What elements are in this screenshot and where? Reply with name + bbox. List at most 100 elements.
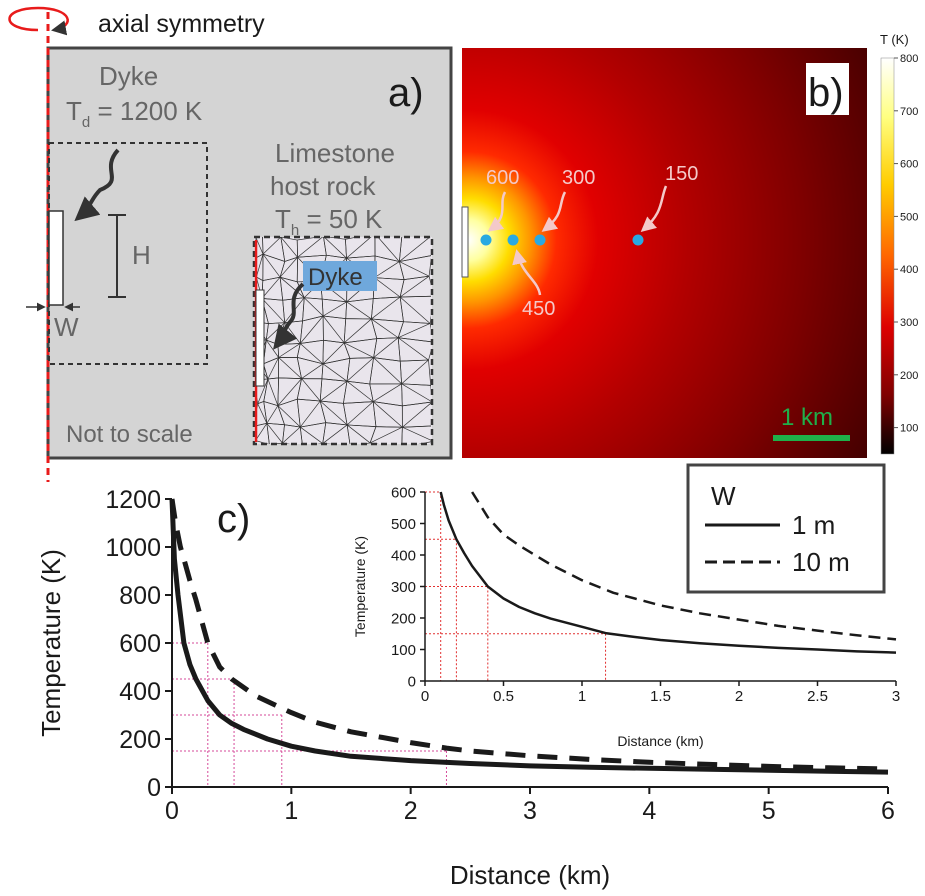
panel-c: c) 0 1 2 3 4 5 6020040060080010001200Distance … [36, 463, 900, 890]
mesh-edge [399, 237, 431, 262]
x-axis-label: Distance (km) [450, 860, 610, 890]
probe-point-450 [507, 234, 519, 246]
mesh-edge [322, 424, 348, 444]
scale-bar [773, 435, 850, 441]
mesh-inset: Dyke [252, 235, 434, 446]
panel-a-label: a) [388, 71, 424, 115]
legend: W 1 m 10 m [686, 463, 886, 594]
mesh-cell [322, 422, 351, 444]
mesh-edge [303, 297, 324, 317]
mesh-edge [397, 337, 429, 361]
colorbar-tick-label: 200 [900, 370, 918, 382]
mesh-cell [401, 425, 431, 444]
mesh-edge [371, 296, 401, 320]
mesh-edge [399, 261, 430, 277]
dyke-shape [48, 210, 64, 306]
mesh-edge [256, 254, 264, 278]
mesh-edge [401, 359, 429, 385]
colorbar-tick-label: 500 [900, 211, 918, 223]
colorbar-tick-label: 700 [900, 106, 918, 118]
mesh-cell [255, 422, 270, 444]
y-tick-label: 300 [391, 579, 416, 596]
y-axis-label: Temperature (K) [36, 549, 66, 737]
series-line-1m [439, 491, 897, 654]
series-line-1m [169, 498, 889, 775]
y-tick-label: 800 [119, 582, 161, 610]
dyke-title: Dyke [99, 61, 158, 91]
host-rock-title-line2: host rock [270, 171, 376, 201]
mesh-edge [299, 315, 324, 344]
mesh-edge [280, 237, 298, 258]
mesh-edge [299, 400, 321, 428]
mesh-edge [371, 318, 399, 339]
mesh-edge [372, 383, 402, 402]
mesh-cell [397, 321, 431, 343]
x-tick-label: 3 [523, 797, 537, 825]
y-tick-label: 0 [408, 673, 416, 690]
colorbar-tick-label: 800 [900, 53, 918, 65]
colorbar-ticks: 800 700 600 500 400 300 200 100 [894, 53, 918, 435]
colorbar-tick-label: 600 [900, 159, 918, 171]
x-tick-label: 2 [404, 797, 418, 825]
mesh-edge [266, 405, 279, 424]
y-tick-label: 1200 [105, 486, 161, 514]
mesh-edge [402, 426, 431, 441]
x-tick-label: 0.5 [493, 688, 514, 705]
legend-box [686, 463, 886, 594]
host-rock-temperature: Th = 50 K [275, 204, 383, 239]
x-tick-label: 5 [762, 797, 776, 825]
h-label: H [132, 240, 151, 270]
y-axis-label: Temperature (K) [352, 536, 368, 637]
probe-label-600: 600 [486, 167, 519, 189]
mesh-edge [301, 363, 324, 379]
mesh-edge [257, 378, 269, 404]
mesh-edge [402, 402, 431, 428]
x-tick-label: 1.5 [650, 688, 671, 705]
mesh-edge [346, 237, 372, 259]
mesh-edge [373, 357, 402, 385]
probe-arrow-150 [640, 185, 668, 232]
y-tick-label: 200 [119, 726, 161, 754]
probe-arrow-300 [541, 191, 567, 232]
mesh-edge [262, 253, 281, 278]
mesh-edge [322, 342, 345, 365]
probe-label-150: 150 [665, 163, 698, 185]
axial-symmetry-label: axial symmetry [98, 10, 265, 38]
colorbar-tick-label: 400 [900, 264, 918, 276]
mesh-edge [319, 380, 348, 402]
mesh-cell [398, 237, 431, 263]
mesh-edge [267, 378, 279, 406]
mesh-edge [399, 296, 431, 324]
mesh-edge [257, 403, 268, 424]
legend-entry-1m: 1 m [792, 510, 835, 540]
panel-b-dyke-shape [461, 206, 469, 278]
mesh-edge [372, 401, 403, 428]
y-tick-label: 400 [391, 547, 416, 564]
panel-a: axial symmetry a) Dyke Td = 1200 K H W L… [8, 6, 453, 482]
dyke-pointer-arrow [74, 148, 120, 222]
mesh-edge [267, 357, 279, 380]
mesh-edge [261, 276, 281, 299]
probe-label-300: 300 [562, 167, 595, 189]
mesh-edge [374, 261, 400, 278]
mesh-edge [323, 237, 347, 259]
probe-point-150 [632, 234, 644, 246]
mesh-edge [262, 237, 282, 255]
y-tick-label: 600 [119, 630, 161, 658]
mesh-edge [373, 337, 399, 358]
x-tick-label: 0 [421, 688, 429, 705]
x-tick-label: 1 [284, 797, 298, 825]
mesh-edge [401, 383, 431, 402]
mesh-edge [346, 301, 372, 320]
probe-label-450: 450 [522, 298, 555, 320]
mesh-edge [299, 343, 324, 365]
mesh-edge [322, 315, 345, 344]
mesh-edge [300, 426, 323, 444]
legend-title: W [711, 481, 736, 511]
colorbar-title: T (K) [880, 32, 909, 47]
mesh-cell [401, 383, 431, 407]
x-tick-label: 2 [735, 688, 743, 705]
panel-c-label: c) [217, 497, 250, 541]
probe-point-300 [534, 234, 546, 246]
not-to-scale-note: Not to scale [66, 421, 193, 448]
